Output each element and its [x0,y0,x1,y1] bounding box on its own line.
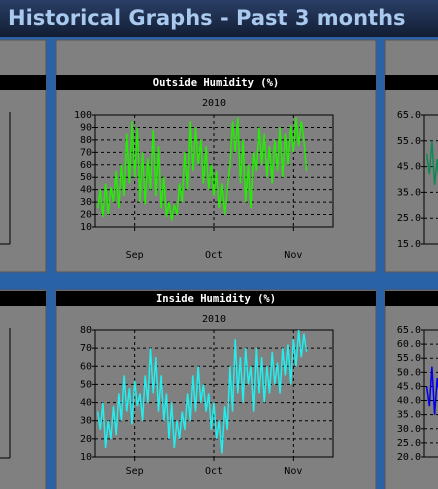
page-title: Historical Graphs - Past 3 months [8,6,406,30]
y-tick-label: 20 [80,434,92,445]
panel [55,289,377,489]
y-tick-label: 100 [74,110,92,121]
y-tick-label: 55.0 [397,353,421,364]
y-tick-label: 35.0 [397,187,421,198]
chart-title: Inside Humidity (%) [156,293,276,305]
panel [0,39,47,273]
data-line [96,329,308,454]
panel [55,39,377,273]
panel [0,289,47,489]
y-tick-label: 65.0 [397,110,421,121]
y-tick-label: 65.0 [397,325,421,336]
x-tick-label: Sep [126,250,144,261]
chart-subtitle: 2010 [202,98,226,109]
x-tick-label: Nov [284,250,302,261]
plot-frame [94,329,334,458]
y-tick-label: 60 [80,160,92,171]
y-tick-label: 60 [80,361,92,372]
y-tick-label: 10 [80,222,92,233]
y-tick-label: 50 [80,172,92,183]
y-tick-label: 40 [80,398,92,409]
y-tick-label: 60.0 [397,339,421,350]
y-tick-label: 40.0 [397,396,421,407]
x-tick-label: Oct [205,466,223,477]
y-tick-label: 20 [80,210,92,221]
y-tick-label: 25.0 [397,213,421,224]
plot-frame [94,114,334,228]
x-tick-label: Oct [205,250,223,261]
y-tick-label: 80 [80,325,92,336]
y-tick-label: 40 [80,185,92,196]
y-tick-label: 55.0 [397,136,421,147]
y-tick-label: 30 [80,416,92,427]
chart-subtitle: 2010 [202,314,226,325]
y-tick-label: 30 [80,197,92,208]
y-tick-label: 35.0 [397,410,421,421]
panel-header [385,291,438,306]
y-tick-label: 20.0 [397,452,421,463]
y-tick-label: 70 [80,343,92,354]
y-tick-label: 45.0 [397,162,421,173]
y-tick-label: 70 [80,147,92,158]
panel-header [56,291,376,306]
y-tick-label: 45.0 [397,381,421,392]
y-tick-label: 50.0 [397,367,421,378]
y-tick-label: 30.0 [397,424,421,435]
y-tick-label: 50 [80,379,92,390]
panel [384,289,438,489]
x-tick-label: Sep [126,466,144,477]
panel-header [0,75,46,90]
panel-header [56,75,376,90]
plot-frame [423,114,438,245]
title-bar [0,0,438,37]
y-tick-label: 15.0 [397,239,421,250]
y-tick-label: 90 [80,122,92,133]
chart-title: Outside Humidity (%) [153,77,279,89]
panel-header [385,75,438,90]
plot-frame [423,329,438,458]
data-line [96,117,308,221]
y-tick-label: 10 [80,452,92,463]
y-tick-label: 80 [80,135,92,146]
panel-header [0,291,46,306]
y-tick-label: 25.0 [397,438,421,449]
x-tick-label: Nov [284,466,302,477]
